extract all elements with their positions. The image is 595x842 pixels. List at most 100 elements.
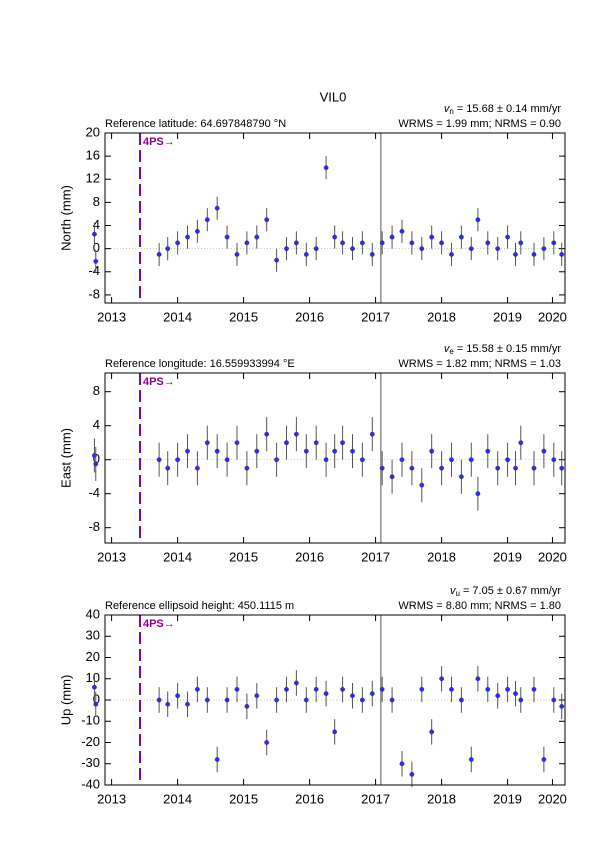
data-point [559, 703, 565, 709]
data-point [468, 457, 474, 463]
data-point [541, 448, 547, 454]
data-point [284, 440, 289, 446]
y-tick-label: 0 [93, 691, 100, 706]
data-point [419, 482, 425, 488]
data-point [185, 234, 190, 240]
data-point [389, 697, 395, 703]
data-point [505, 686, 510, 692]
data-point [468, 757, 474, 762]
data-point [254, 234, 260, 240]
data-point [185, 448, 190, 454]
data-point [531, 686, 537, 692]
data-point [359, 240, 365, 246]
velocity-label: ve = 15.58 ± 0.15 mm/yr [444, 343, 562, 356]
y-tick-label: 20 [86, 649, 100, 664]
data-point [551, 697, 557, 703]
y-tick-label: 12 [86, 171, 100, 186]
velocity-text: = 15.58 ± 0.15 mm/yr [454, 343, 562, 355]
data-point [531, 252, 537, 257]
x-tick-label: 2015 [229, 309, 258, 324]
velocity-text: = 7.05 ± 0.67 mm/yr [460, 585, 561, 597]
data-point [234, 252, 240, 257]
x-tick-label: 2016 [295, 309, 324, 324]
x-tick-label: 2016 [295, 549, 324, 564]
data-point [165, 465, 171, 471]
data-point [429, 234, 435, 240]
data-point [274, 457, 279, 463]
data-point [185, 701, 190, 707]
x-tick-label: 2018 [427, 309, 456, 324]
data-point [156, 252, 162, 257]
data-point [513, 252, 518, 257]
data-point [303, 448, 309, 454]
y-tick-label: 0 [93, 451, 100, 466]
data-point [541, 246, 547, 252]
x-tick-label: 2019 [493, 309, 522, 324]
data-point [224, 457, 230, 463]
data-point [264, 431, 270, 437]
data-point [485, 448, 491, 454]
y-tick-label: 40 [86, 606, 100, 621]
data-point [475, 491, 481, 497]
data-point [518, 240, 524, 246]
y-tick-label: 10 [86, 670, 100, 685]
data-point [551, 240, 557, 246]
data-point [495, 465, 501, 471]
data-point [224, 234, 230, 240]
data-point [340, 440, 345, 446]
x-tick-label: 2014 [163, 309, 192, 324]
data-point [194, 686, 200, 692]
x-tick-label: 2014 [163, 791, 192, 806]
y-tick-label: -4 [88, 263, 100, 278]
data-point [551, 457, 557, 463]
data-point [505, 457, 510, 463]
data-point [175, 693, 180, 699]
stats-label: WRMS = 1.82 mm; NRMS = 1.03 [398, 358, 561, 370]
data-point [156, 697, 162, 703]
x-tick-label: 2016 [295, 791, 324, 806]
x-tick-label: 2015 [229, 549, 258, 564]
x-tick-label: 2020 [538, 791, 567, 806]
data-point [389, 474, 395, 480]
data-point [274, 697, 279, 703]
data-point [274, 257, 279, 263]
data-point [244, 703, 250, 709]
data-point [458, 474, 464, 480]
data-point [340, 686, 345, 692]
data-point [332, 729, 338, 735]
data-point [350, 448, 355, 454]
data-point [264, 740, 270, 745]
reference-label: Reference longitude: 16.559933994 °E [105, 358, 295, 370]
x-tick-label: 2019 [493, 549, 522, 564]
data-point [559, 252, 565, 257]
data-point [439, 240, 444, 246]
y-axis-label: Up (mm) [58, 675, 73, 726]
x-tick-label: 2013 [97, 549, 126, 564]
data-point [214, 205, 220, 211]
x-tick-label: 2014 [163, 549, 192, 564]
data-point [409, 240, 415, 246]
data-point [458, 234, 464, 240]
data-point [204, 217, 210, 223]
y-tick-label: -8 [88, 519, 100, 534]
data-point [93, 701, 99, 707]
data-point [293, 680, 299, 686]
data-point [214, 757, 220, 762]
data-point [485, 686, 491, 692]
data-point [399, 457, 405, 463]
data-point [254, 448, 260, 454]
data-point [313, 686, 319, 692]
data-point [379, 686, 385, 692]
y-tick-label: 8 [93, 383, 100, 398]
data-point [559, 465, 565, 471]
y-tick-label: -20 [81, 734, 100, 749]
data-point [92, 684, 97, 690]
x-tick-label: 2017 [361, 309, 390, 324]
data-point [313, 440, 319, 446]
data-point [518, 440, 524, 446]
plot-frame [104, 614, 566, 786]
x-tick-label: 2019 [493, 791, 522, 806]
stats-label: WRMS = 8.80 mm; NRMS = 1.80 [398, 600, 561, 612]
data-point [92, 231, 97, 237]
velocity-label: vn = 15.68 ± 0.14 mm/yr [444, 103, 562, 116]
